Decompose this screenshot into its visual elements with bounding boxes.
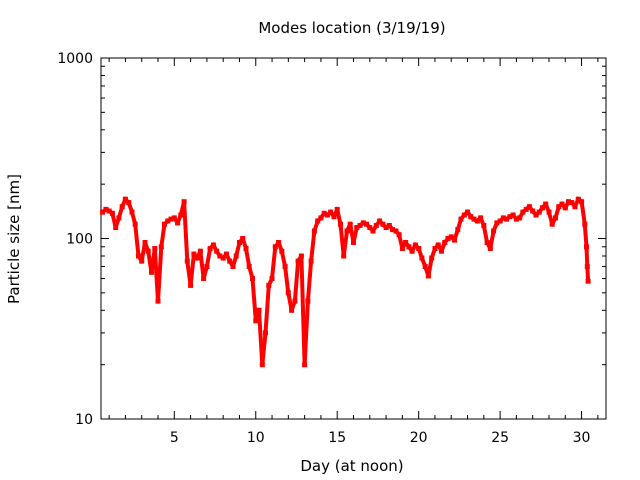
data-trace-segment [426,255,435,279]
data-trace-segment [155,244,164,304]
data-trace-segment [282,264,291,296]
x-tick-label: 25 [491,430,509,446]
data-trace-segment [263,283,271,336]
data-trace-segment [308,228,317,264]
y-tick-label: 10 [75,412,93,428]
data-trace-segment [305,258,314,304]
data-trace-segment [181,199,190,264]
data-points [99,196,591,368]
data-trace-segment [481,223,490,245]
x-tick-label: 15 [328,430,346,446]
x-tick-label: 20 [410,430,428,446]
y-axis-label: Particle size [nm] [5,174,23,304]
y-tick-label: 100 [66,232,93,248]
y-tick-label: 1000 [57,51,93,67]
data-trace-segment [260,330,268,367]
data-trace-segment [584,244,590,269]
data-trace-segment [341,228,350,259]
data-trace-segment [582,222,589,249]
chart-title: Modes location (3/19/19) [258,19,445,37]
x-tick-label: 5 [170,430,179,446]
data-trace-segment [250,276,258,323]
data-trace-segment [579,199,588,227]
x-tick-label: 10 [247,430,265,446]
data-trace-segment [188,251,197,288]
data-trace-segment [159,221,167,250]
data-trace-segment [487,228,496,251]
data-trace-segment [204,246,213,269]
data-trace-segment [302,298,311,367]
data-trace-segment [269,244,278,281]
data-trace-segment [133,222,141,259]
x-axis-label: Day (at noon) [300,457,403,475]
data-trace-segment [279,248,288,269]
data-point [585,278,591,284]
axis-ticks: 5 10 15 20 25 30 10 100 1000 [57,51,606,446]
data-trace-segment [243,246,252,269]
x-tick-label: 30 [573,430,591,446]
data-trace-segment [292,258,301,304]
